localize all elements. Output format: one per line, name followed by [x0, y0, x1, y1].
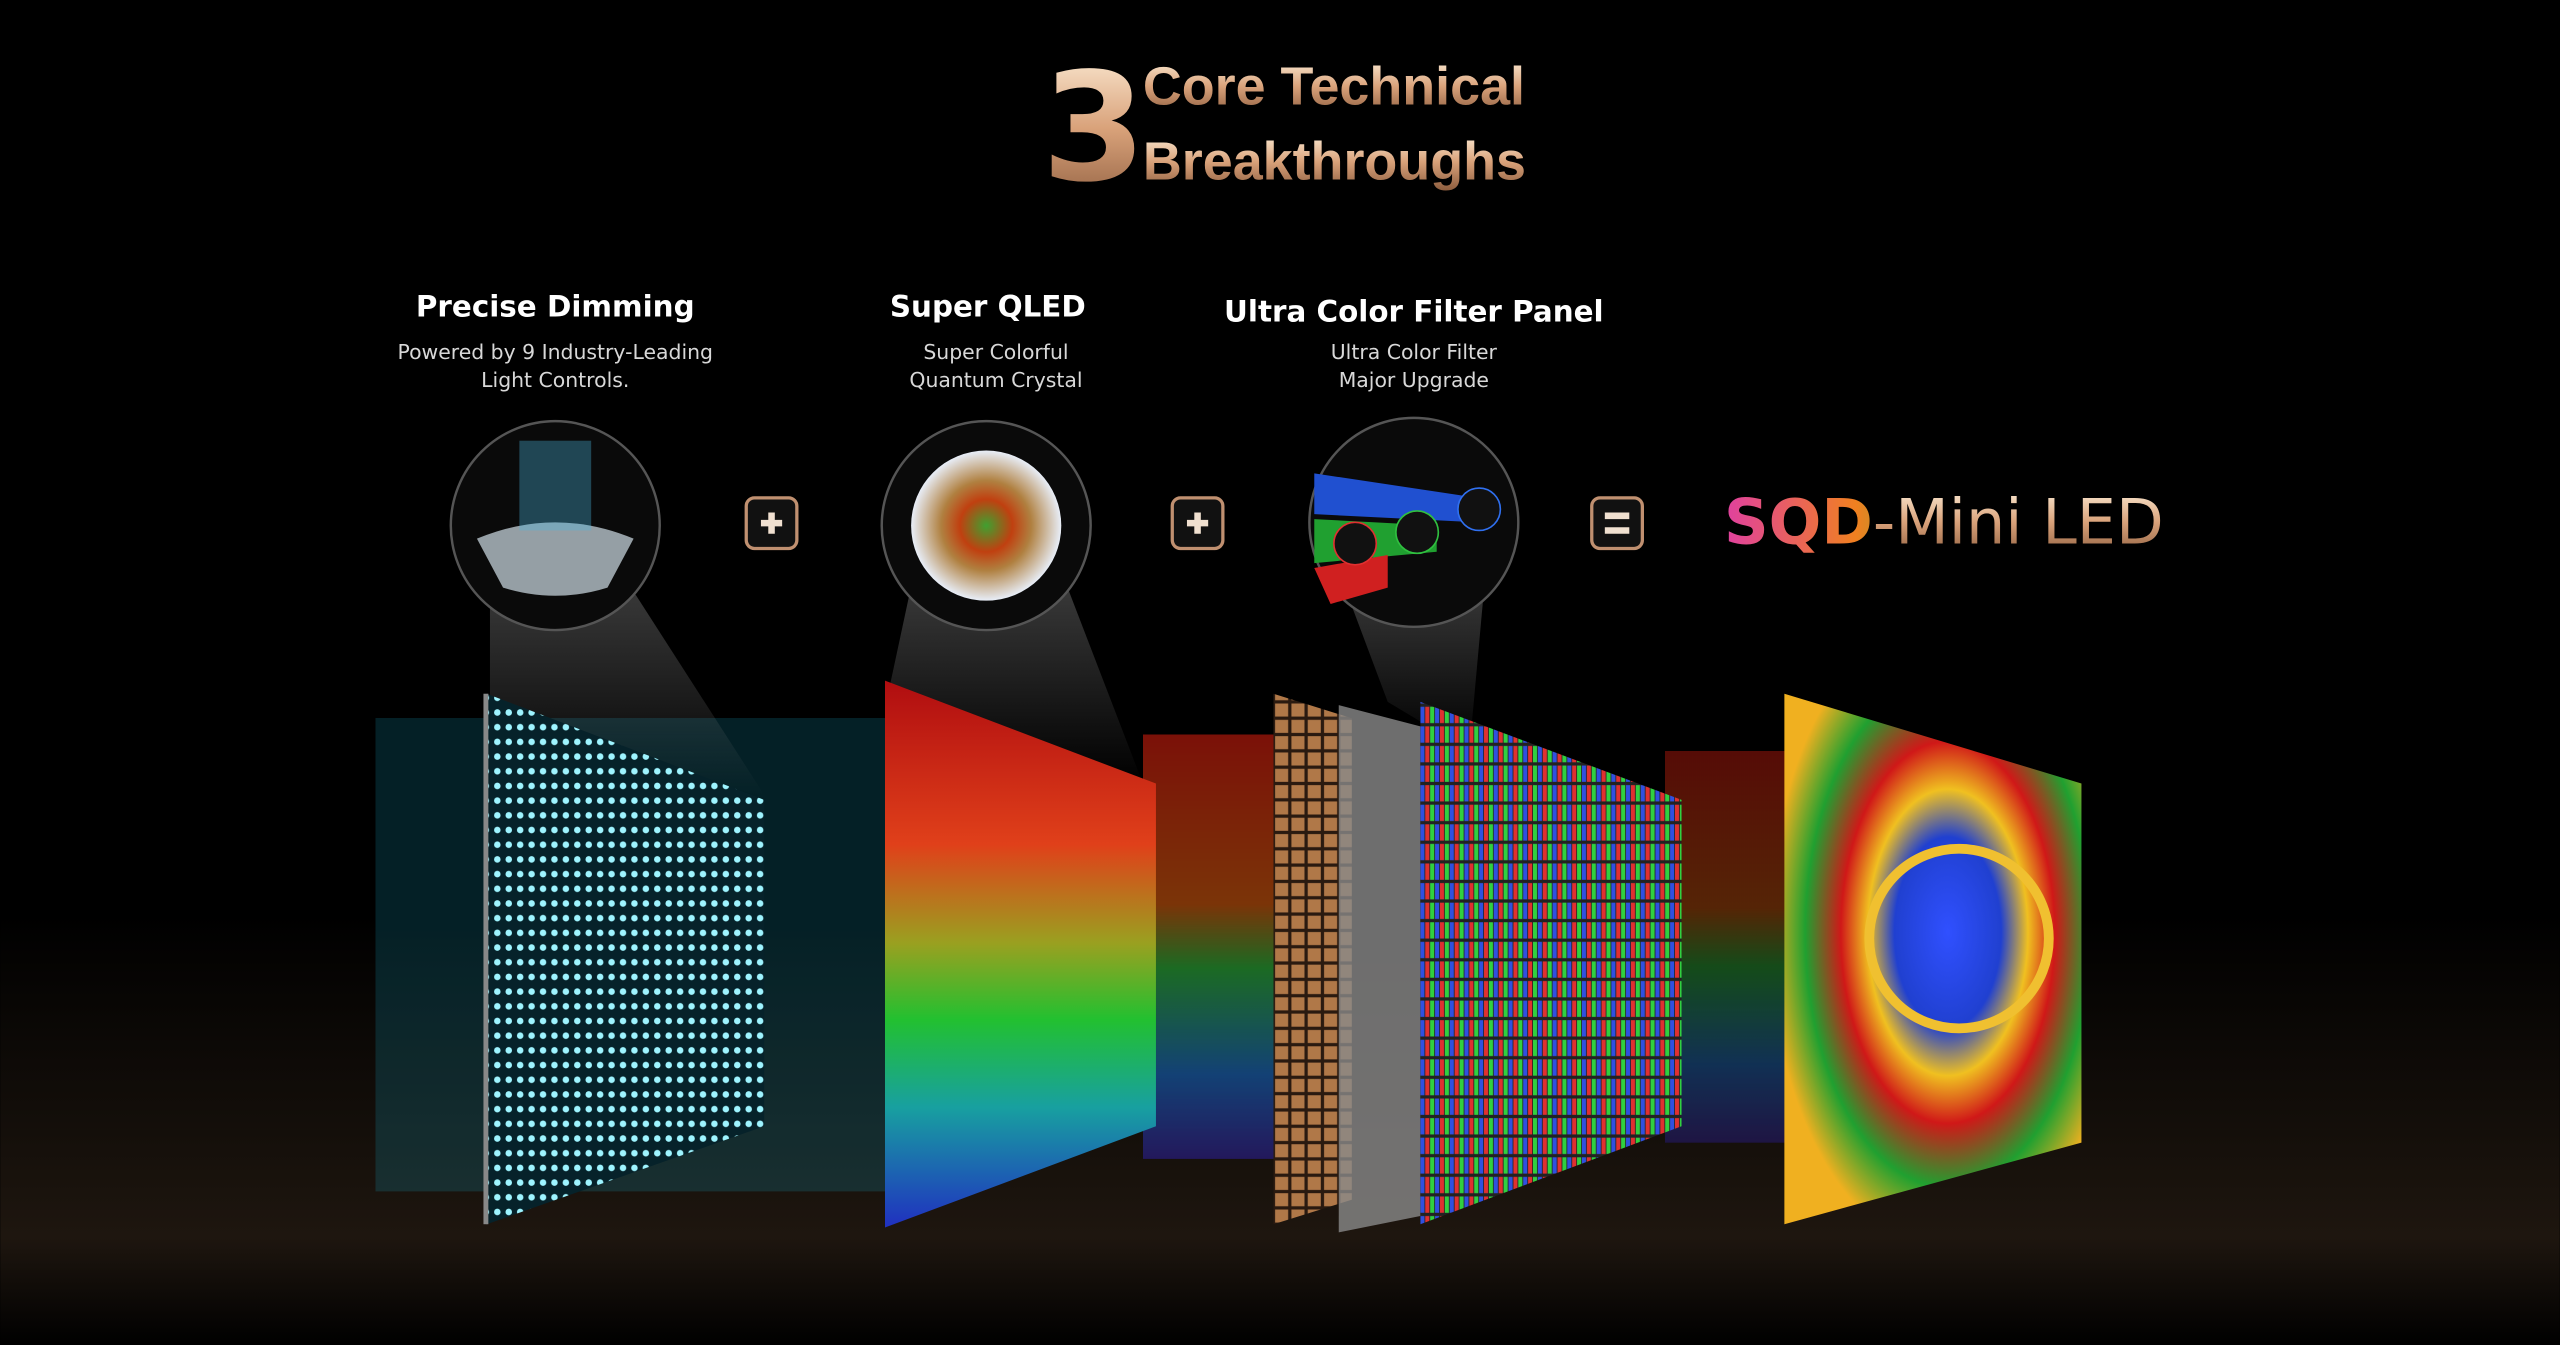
feature-desc: Super Colorful: [923, 340, 1068, 364]
feature-title: Super QLED: [890, 290, 1086, 324]
dimming-panel: [486, 693, 765, 1225]
feature-desc: Light Controls.: [481, 368, 629, 392]
feature-desc: Ultra Color Filter: [1331, 340, 1498, 364]
feature-title: Ultra Color Filter Panel: [1224, 295, 1604, 329]
lens-dimming: [449, 419, 661, 632]
lens-qled: [880, 419, 1092, 632]
panel-edge: [483, 693, 489, 1225]
plus-icon: [744, 496, 799, 551]
title-line: Breakthroughs: [1143, 132, 1526, 192]
light-streaks: [375, 718, 1796, 1192]
equals-icon: [1590, 496, 1644, 551]
brand-logo: SQD-Mini LED: [1724, 486, 2164, 559]
qled-panel: [884, 680, 1156, 1228]
feature-desc: Major Upgrade: [1339, 368, 1489, 392]
brand-rest: -Mini LED: [1873, 486, 2164, 559]
filter-back: [1273, 693, 1352, 1225]
feature-title: Precise Dimming: [416, 290, 695, 324]
filter-crystals: [1338, 705, 1421, 1233]
feature-desc: Powered by 9 Industry-Leading: [398, 340, 714, 364]
brand-sqd: SQD: [1724, 486, 1873, 559]
filter-panel: [1420, 701, 1682, 1225]
title-number: 3: [1042, 42, 1146, 216]
art-ring: [1864, 843, 2054, 1034]
title-line: Core Technical: [1143, 56, 1525, 116]
result-panel: [1784, 693, 2082, 1225]
lens-filter: [1308, 416, 1520, 629]
plus-icon: [1170, 496, 1225, 551]
feature-desc: Quantum Crystal: [909, 368, 1082, 392]
